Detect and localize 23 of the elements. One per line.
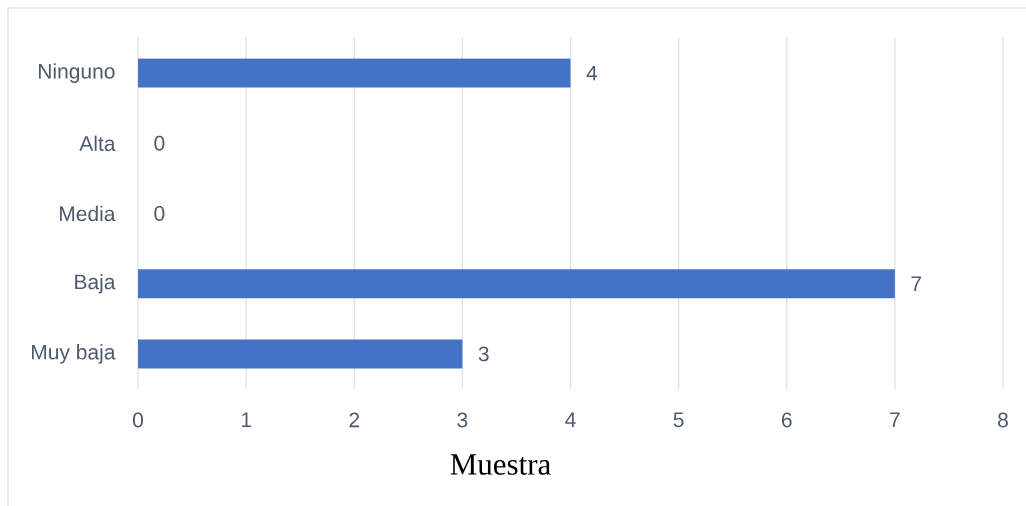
x-tick-label: 3 <box>457 412 468 428</box>
data-label: 0 <box>154 206 165 221</box>
x-tick-label: 6 <box>781 412 792 428</box>
data-label: 3 <box>478 346 489 362</box>
data-label: 0 <box>154 135 165 151</box>
x-tick-label: 4 <box>565 412 576 427</box>
data-label: 7 <box>911 276 922 291</box>
x-tick-label: 0 <box>132 412 144 428</box>
x-tick-label: 2 <box>349 412 360 428</box>
bar <box>138 58 571 88</box>
bar <box>138 339 463 369</box>
bar <box>138 269 895 299</box>
x-axis-title: Muestra <box>450 454 551 475</box>
x-tick-label: 7 <box>890 412 900 427</box>
y-tick-label: Muy baja <box>31 344 116 364</box>
y-tick-label: Baja <box>75 273 116 294</box>
data-label: 4 <box>586 65 598 81</box>
x-tick-label: 1 <box>241 412 251 427</box>
y-tick-label: Media <box>60 205 116 222</box>
x-tick-label: 5 <box>673 412 684 428</box>
x-tick-label: 8 <box>998 412 1008 428</box>
y-tick-label: Alta <box>79 135 116 152</box>
y-tick-label: Ninguno <box>38 63 115 83</box>
